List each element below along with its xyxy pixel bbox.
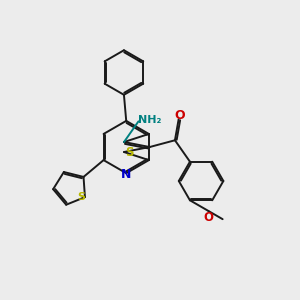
Text: O: O <box>175 109 185 122</box>
Text: O: O <box>203 211 214 224</box>
Text: S: S <box>77 192 86 202</box>
Text: N: N <box>120 168 131 181</box>
Text: NH₂: NH₂ <box>138 115 161 125</box>
Text: S: S <box>125 146 134 158</box>
